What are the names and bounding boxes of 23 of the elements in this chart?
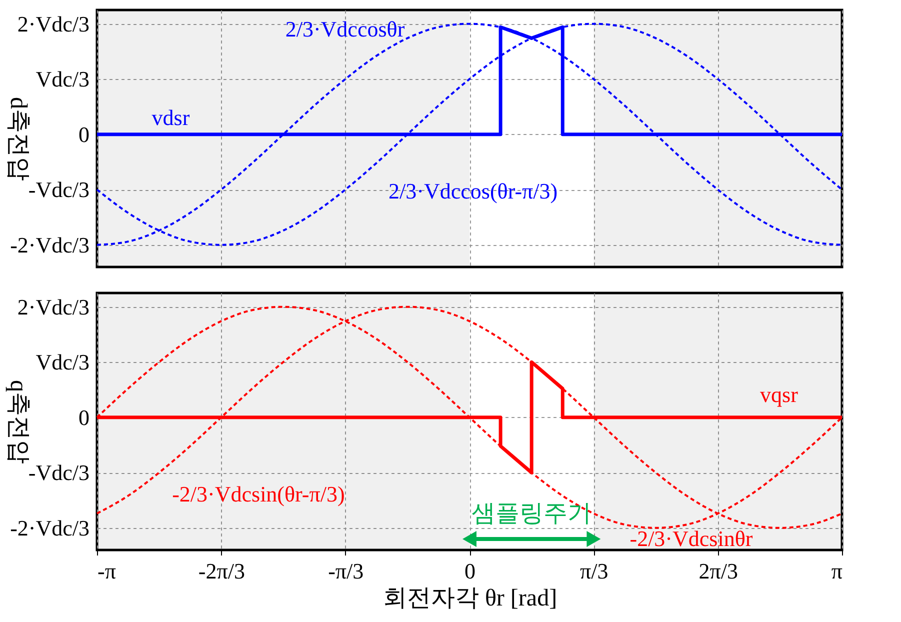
text: 0 [78, 122, 90, 147]
series-label: -2/3·Vdcsin(θr-π/3) [172, 482, 345, 507]
text: -2·Vdc/3 [10, 515, 90, 540]
text: Vdc/3 [36, 350, 90, 375]
text: 2·Vdc/3 [17, 11, 90, 36]
text: -2·Vdc/3 [10, 232, 90, 258]
x-axis-title: 회전자각 θr [rad] [382, 586, 558, 612]
text: 2·Vdc/3 [17, 294, 90, 320]
x-tick-label: 2π/3 [698, 558, 738, 584]
series-label: 2/3·Vdccos(θr-π/3) [388, 178, 558, 204]
text: Vdc/3 [36, 66, 90, 92]
x-tick-label: -π [98, 558, 116, 584]
series-label: vqsr [760, 382, 799, 408]
series-label: 2/3·Vdccosθr [285, 16, 406, 42]
x-tick-label: 0 [464, 558, 476, 584]
x-tick-label: -2π/3 [198, 558, 245, 584]
x-tick-label: -π/3 [328, 558, 364, 584]
x-tick-label: π [831, 558, 842, 584]
series-label: vdsr [152, 104, 190, 130]
text: 0 [78, 404, 90, 430]
series-label: -2/3·Vdcsinθr [630, 526, 754, 551]
x-tick-label: π/3 [580, 558, 608, 584]
annotation: 샘플링주기 [472, 501, 592, 527]
